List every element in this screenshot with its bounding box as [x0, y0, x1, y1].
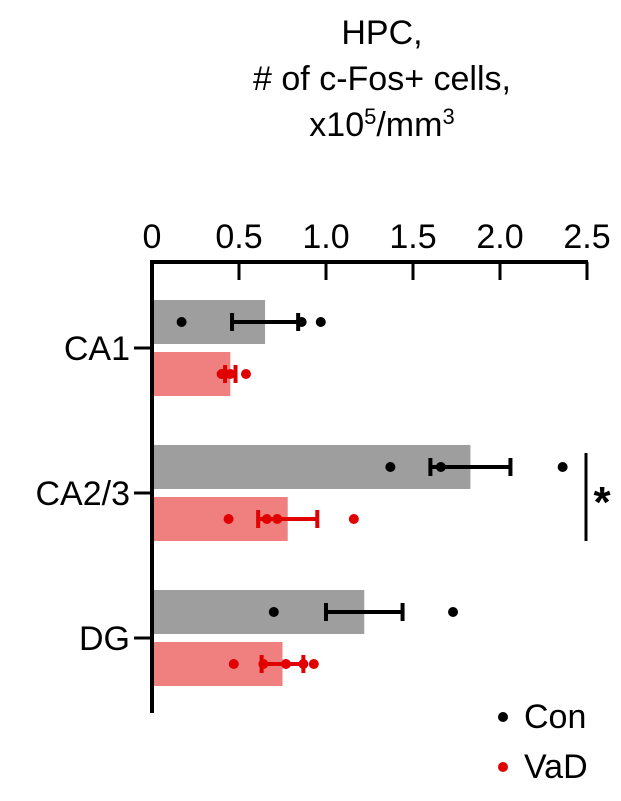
data-point-con — [448, 607, 459, 617]
data-point-vad — [240, 369, 251, 379]
x-tick-label: 1.5 — [389, 218, 436, 256]
title-line-2: # of c-Fos+ cells, — [253, 60, 511, 98]
data-point-con — [315, 317, 326, 327]
data-point-vad — [298, 659, 309, 669]
data-point-vad — [223, 514, 234, 524]
data-point-vad — [261, 514, 272, 524]
title-unit-exponent-2: 3 — [442, 104, 455, 129]
x-tick-label: 2.5 — [563, 218, 610, 256]
data-point-con — [268, 607, 279, 617]
data-point-con — [557, 462, 568, 472]
data-point-con — [296, 317, 307, 327]
data-point-con — [435, 462, 446, 472]
y-tick-label: CA1 — [64, 330, 130, 368]
x-tick-label: 2.0 — [476, 218, 523, 256]
chart-title: HPC, # of c-Fos+ cells, x105/mm3 — [150, 10, 614, 152]
data-point-vad — [272, 514, 283, 524]
significance-asterisk: * — [593, 478, 611, 527]
legend-item-con: Con — [498, 692, 588, 742]
data-point-vad — [348, 514, 359, 524]
x-tick-label: 0 — [143, 218, 162, 256]
data-point-vad — [280, 659, 291, 669]
title-unit-per: /mm — [376, 106, 443, 144]
legend-label-con: Con — [524, 697, 587, 736]
y-tick-label: DG — [79, 620, 130, 658]
bar-con — [154, 445, 471, 489]
title-unit-base: x10 — [309, 106, 365, 144]
x-tick-label: 1.0 — [302, 218, 349, 256]
legend: Con VaD — [498, 692, 588, 792]
legend-marker-vad — [498, 762, 508, 772]
x-tick-label: 0.5 — [215, 218, 262, 256]
data-point-vad — [225, 369, 236, 379]
y-tick-label: CA2/3 — [36, 475, 131, 513]
data-point-vad — [228, 659, 239, 669]
legend-item-vad: VaD — [498, 742, 588, 792]
data-point-vad — [258, 659, 269, 669]
data-point-con — [176, 317, 187, 327]
title-unit-exponent: 5 — [364, 104, 377, 129]
data-point-vad — [308, 659, 319, 669]
data-point-con — [385, 462, 396, 472]
legend-marker-con — [498, 712, 508, 722]
title-line-3: x105/mm3 — [150, 102, 614, 152]
title-line-1: HPC, — [341, 14, 423, 52]
legend-label-vad: VaD — [524, 747, 588, 786]
